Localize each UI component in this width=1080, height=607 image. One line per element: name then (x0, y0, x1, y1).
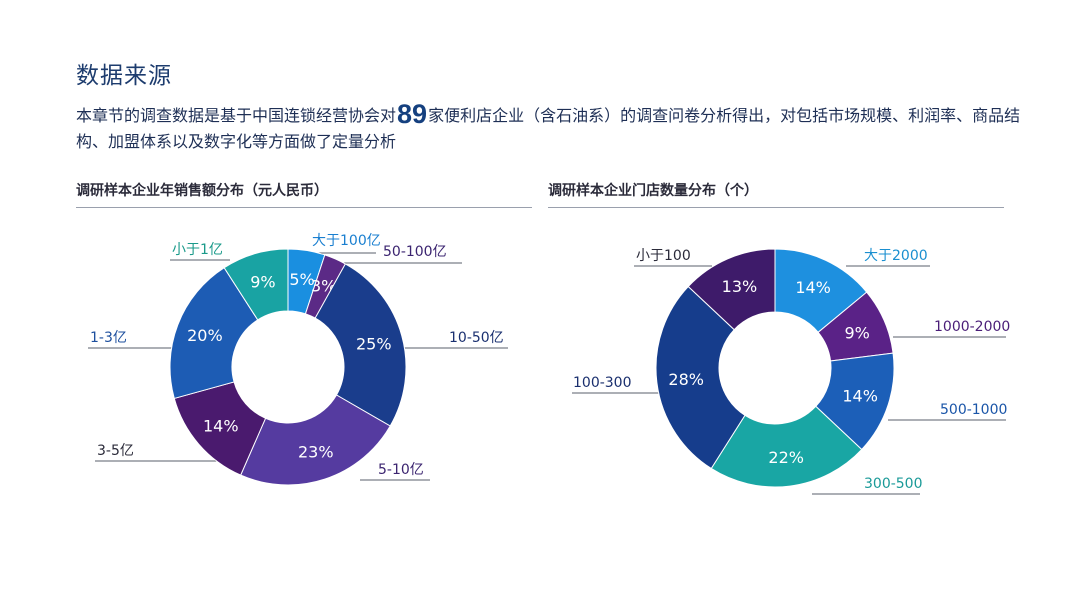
category-label: 1-3亿 (90, 330, 127, 346)
donut-slice (240, 394, 391, 486)
sales-chart-panel: 调研样本企业年销售额分布（元人民币） (76, 180, 532, 208)
donut-slice (314, 263, 407, 427)
category-label: 大于2000 (864, 248, 928, 264)
category-label: 小于1亿 (172, 242, 223, 258)
donut-slice (169, 267, 259, 400)
slice-percent-label: 13% (722, 277, 758, 296)
page-title: 数据来源 (76, 63, 172, 89)
slice-percent-label: 23% (298, 443, 334, 462)
slice-percent-label: 25% (356, 334, 392, 353)
category-label: 500-1000 (940, 402, 1007, 418)
stores-chart-panel: 调研样本企业门店数量分布（个） (548, 180, 1004, 208)
intro-text-after: 家便利店企业（含石油系）的调查问卷分析得出，对包括市场规模、利润率、商品结构、加… (76, 106, 1021, 151)
category-label: 5-10亿 (378, 462, 424, 478)
donut-slice (687, 248, 776, 331)
category-label: 100-300 (573, 375, 632, 391)
stores-chart-title: 调研样本企业门店数量分布（个） (548, 180, 1004, 208)
slice-percent-label: 14% (203, 416, 239, 435)
category-label: 小于100 (636, 248, 691, 264)
category-label: 3-5亿 (97, 443, 134, 459)
sales-chart-title: 调研样本企业年销售额分布（元人民币） (76, 180, 532, 208)
slice-percent-label: 22% (768, 448, 804, 467)
intro-paragraph: 本章节的调查数据是基于中国连锁经营协会对89家便利店企业（含石油系）的调查问卷分… (76, 101, 1026, 155)
slice-percent-label: 5% (289, 270, 314, 289)
slice-percent-label: 28% (668, 370, 704, 389)
slice-percent-label: 9% (844, 323, 869, 342)
category-label: 1000-2000 (934, 319, 1010, 335)
donut-slice (655, 285, 746, 470)
category-label: 大于100亿 (312, 233, 381, 249)
slice-percent-label: 14% (842, 387, 878, 406)
category-label: 300-500 (864, 476, 923, 492)
intro-highlight-number: 89 (397, 99, 428, 129)
category-label: 50-100亿 (383, 244, 447, 260)
intro-text-before: 本章节的调查数据是基于中国连锁经营协会对 (76, 106, 397, 125)
slice-percent-label: 20% (187, 326, 223, 345)
slice-percent-label: 14% (795, 278, 831, 297)
category-label: 10-50亿 (449, 330, 504, 346)
donut-slice (710, 405, 863, 488)
slice-percent-label: 9% (250, 273, 275, 292)
donut-slice (223, 248, 289, 321)
